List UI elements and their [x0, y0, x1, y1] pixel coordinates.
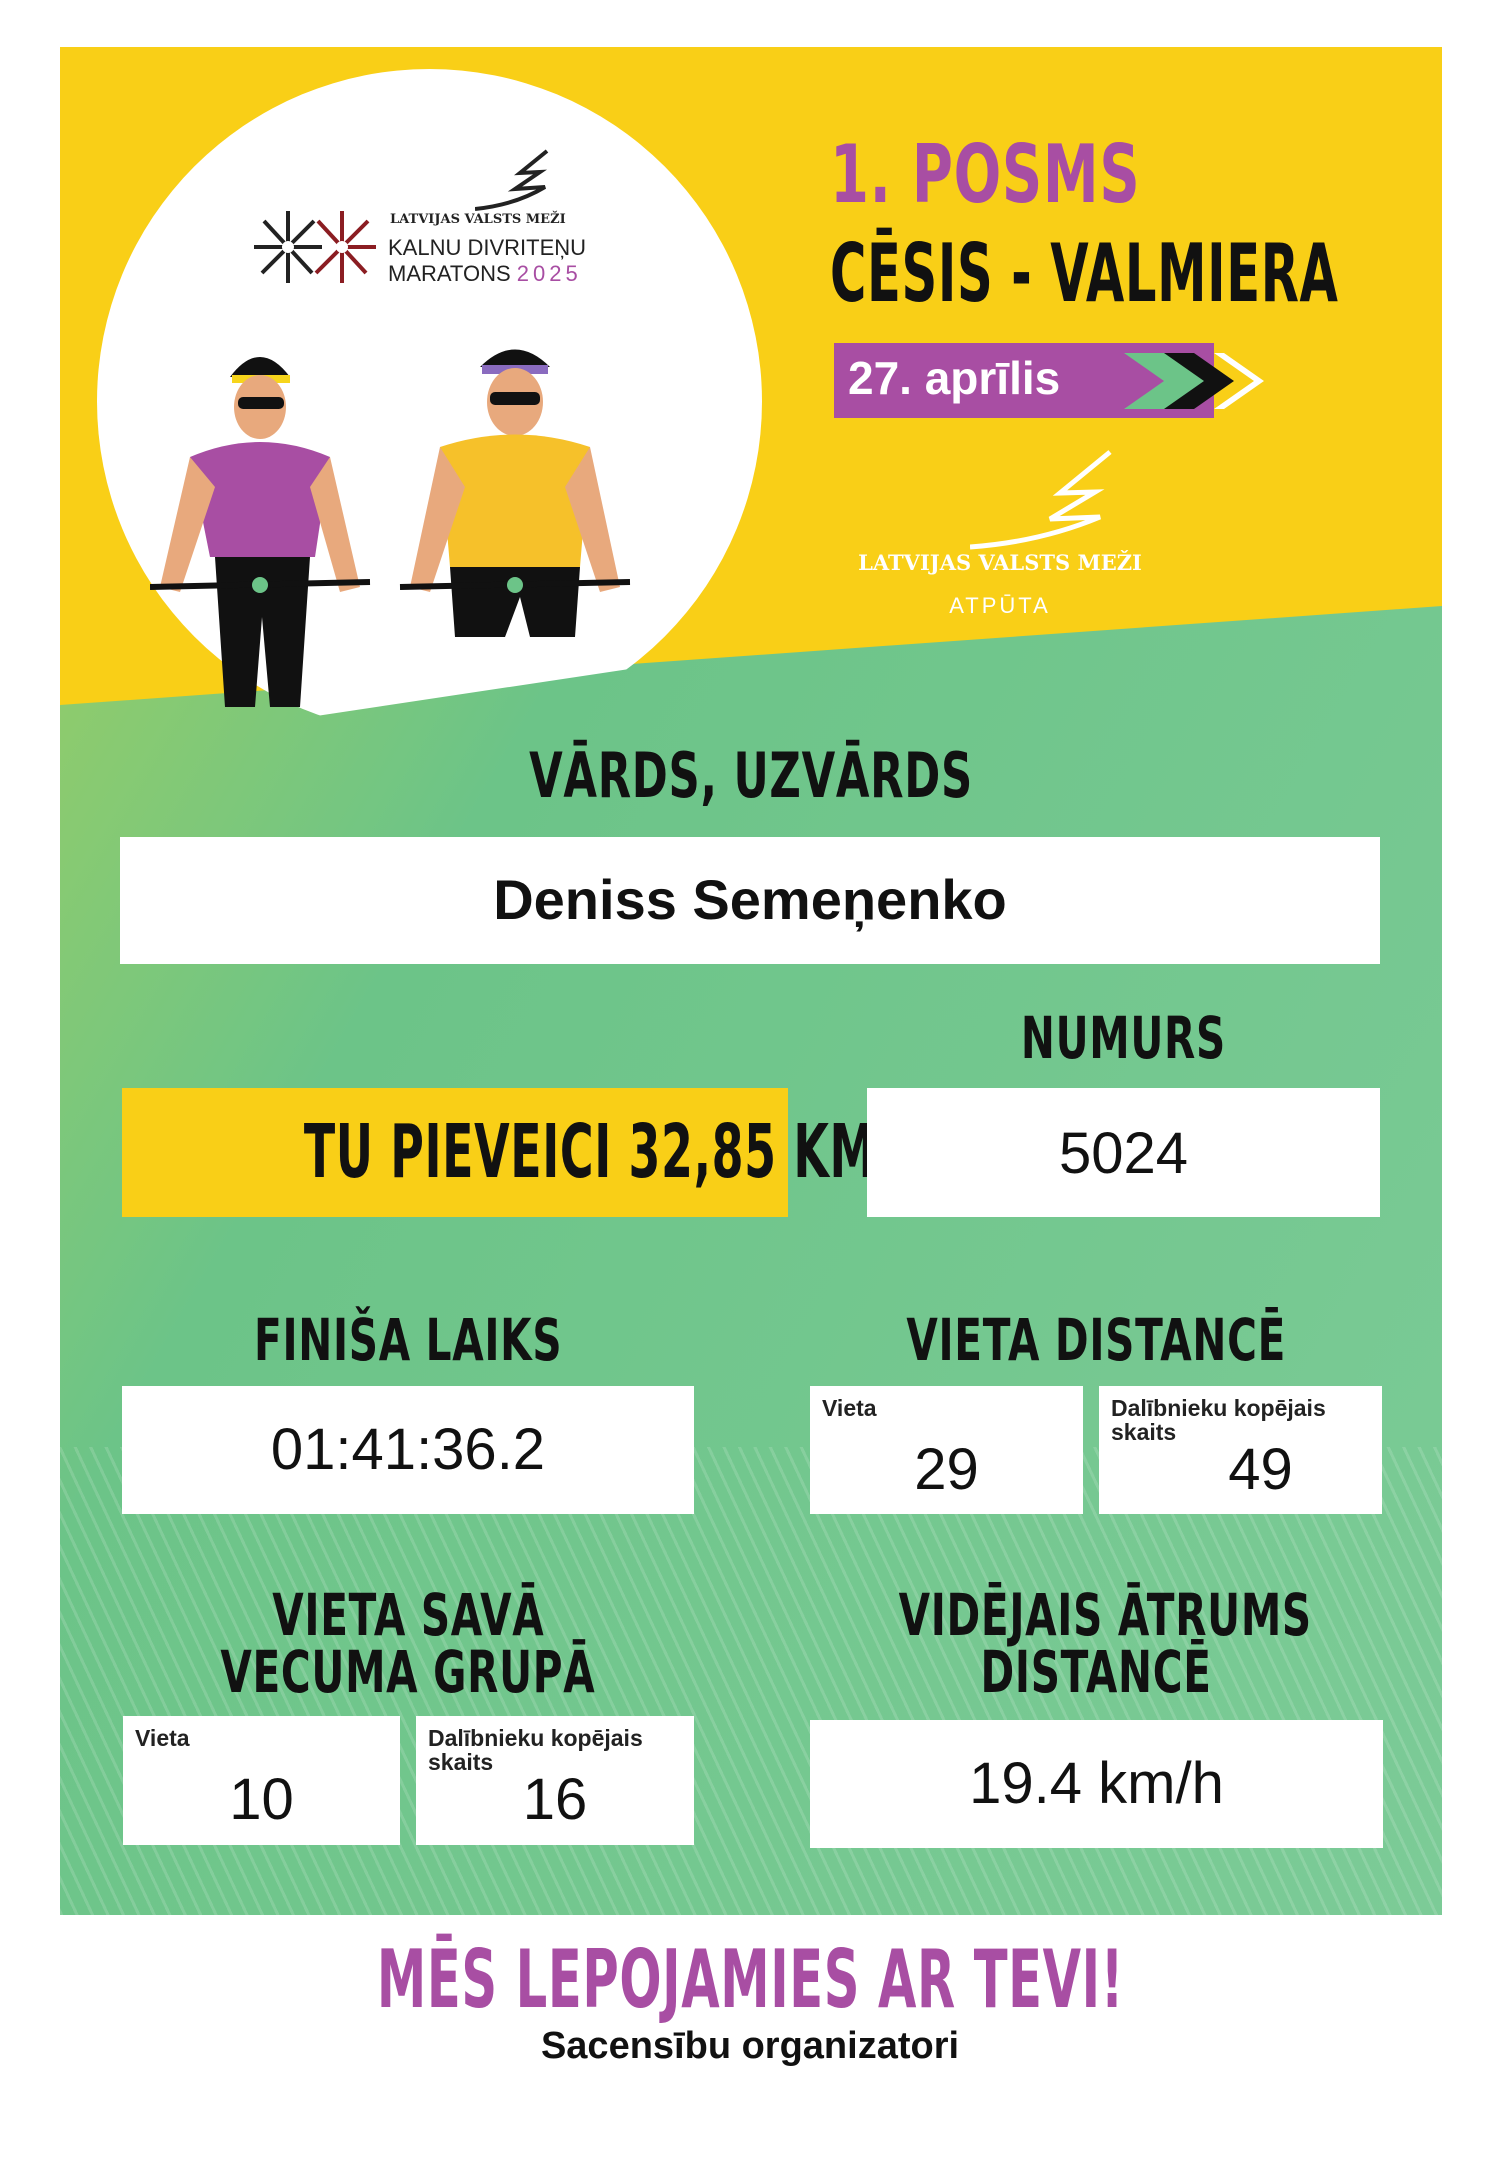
- event-logo-org: LATVIJAS VALSTS MEŽI: [390, 212, 566, 227]
- overall-total-caption: Dalībnieku kopējais skaits: [1111, 1395, 1326, 1445]
- number-box: 5024: [867, 1088, 1380, 1217]
- cyclists-illustration: [149, 337, 710, 712]
- distance-text: TU PIEVEICI 32,85 KM!: [303, 1109, 898, 1195]
- overall-total-box: Dalībnieku kopējais skaits 49: [1099, 1386, 1382, 1514]
- overall-total-value: 49: [1228, 1437, 1293, 1502]
- footer-signature: Sacensību organizatori: [540, 2025, 960, 2067]
- name-value: Deniss Semeņenko: [493, 868, 1007, 931]
- age-group-label: VIETA SAVĀ VECUMA GRUPĀ: [220, 1581, 596, 1706]
- avg-speed-box: 19.4 km/h: [810, 1720, 1383, 1848]
- route-title: CĒSIS - VALMIERA: [830, 227, 1339, 320]
- event-logo-title: KALNU DIVRITEŅU MARATONS 2025: [388, 235, 586, 287]
- date-text: 27. aprīlis: [848, 352, 1061, 404]
- overall-place-value: 29: [914, 1437, 979, 1502]
- finish-time-value: 01:41:36.2: [270, 1417, 546, 1482]
- footer-slogan: MĒS LEPOJAMIES AR TEVI!: [376, 1933, 1124, 2026]
- wheel-logo-icon: [250, 207, 380, 292]
- age-place-box: Vieta 10: [123, 1716, 400, 1845]
- date-badge: 27. aprīlis: [834, 343, 1264, 418]
- overall-place-caption: Vieta: [822, 1395, 877, 1421]
- cyclist-man: [410, 349, 620, 637]
- forest-swoosh-icon: [474, 147, 555, 222]
- sponsor-swoosh-icon: [969, 447, 1120, 562]
- event-logo-year: 2025: [516, 261, 582, 286]
- overall-place-box: Vieta 29: [810, 1386, 1083, 1514]
- illustration-circle: [97, 69, 762, 734]
- number-value: 5024: [1058, 1121, 1189, 1186]
- name-label: VĀRDS, UZVĀRDS: [529, 739, 973, 812]
- stage-title: 1. POSMS: [830, 128, 1141, 221]
- sponsor-sub: ATPŪTA: [949, 593, 1051, 618]
- event-logo-line1: KALNU DIVRITEŅU: [388, 235, 587, 260]
- age-total-box: Dalībnieku kopējais skaits 16: [416, 1716, 694, 1845]
- finish-time-label: FINIŠA LAIKS: [253, 1306, 563, 1374]
- result-card: LATVIJAS VALSTS MEŽI KALNU DIVRITEŅU MAR…: [60, 47, 1442, 1915]
- arrow-icon: [1124, 353, 1264, 409]
- age-total-caption: Dalībnieku kopējais skaits: [428, 1725, 643, 1775]
- event-logo-line2: MARATONS 2025: [388, 261, 582, 286]
- age-place-caption: Vieta: [135, 1725, 190, 1751]
- avg-speed-label: VIDĒJAIS ĀTRUMS DISTANCĒ: [898, 1581, 1312, 1706]
- name-box: Deniss Semeņenko: [120, 837, 1380, 964]
- sponsor-name: LATVIJAS VALSTS MEŽI: [858, 550, 1142, 575]
- distance-banner: TU PIEVEICI 32,85 KM!: [122, 1088, 897, 1217]
- age-place-value: 10: [229, 1767, 294, 1832]
- finish-time-box: 01:41:36.2: [122, 1386, 694, 1514]
- overall-place-label: VIETA DISTANCĒ: [906, 1306, 1286, 1374]
- age-total-value: 16: [522, 1767, 588, 1832]
- number-label: NUMURS: [1020, 1004, 1227, 1072]
- cyclist-woman: [160, 357, 360, 707]
- avg-speed-value: 19.4 km/h: [969, 1751, 1224, 1816]
